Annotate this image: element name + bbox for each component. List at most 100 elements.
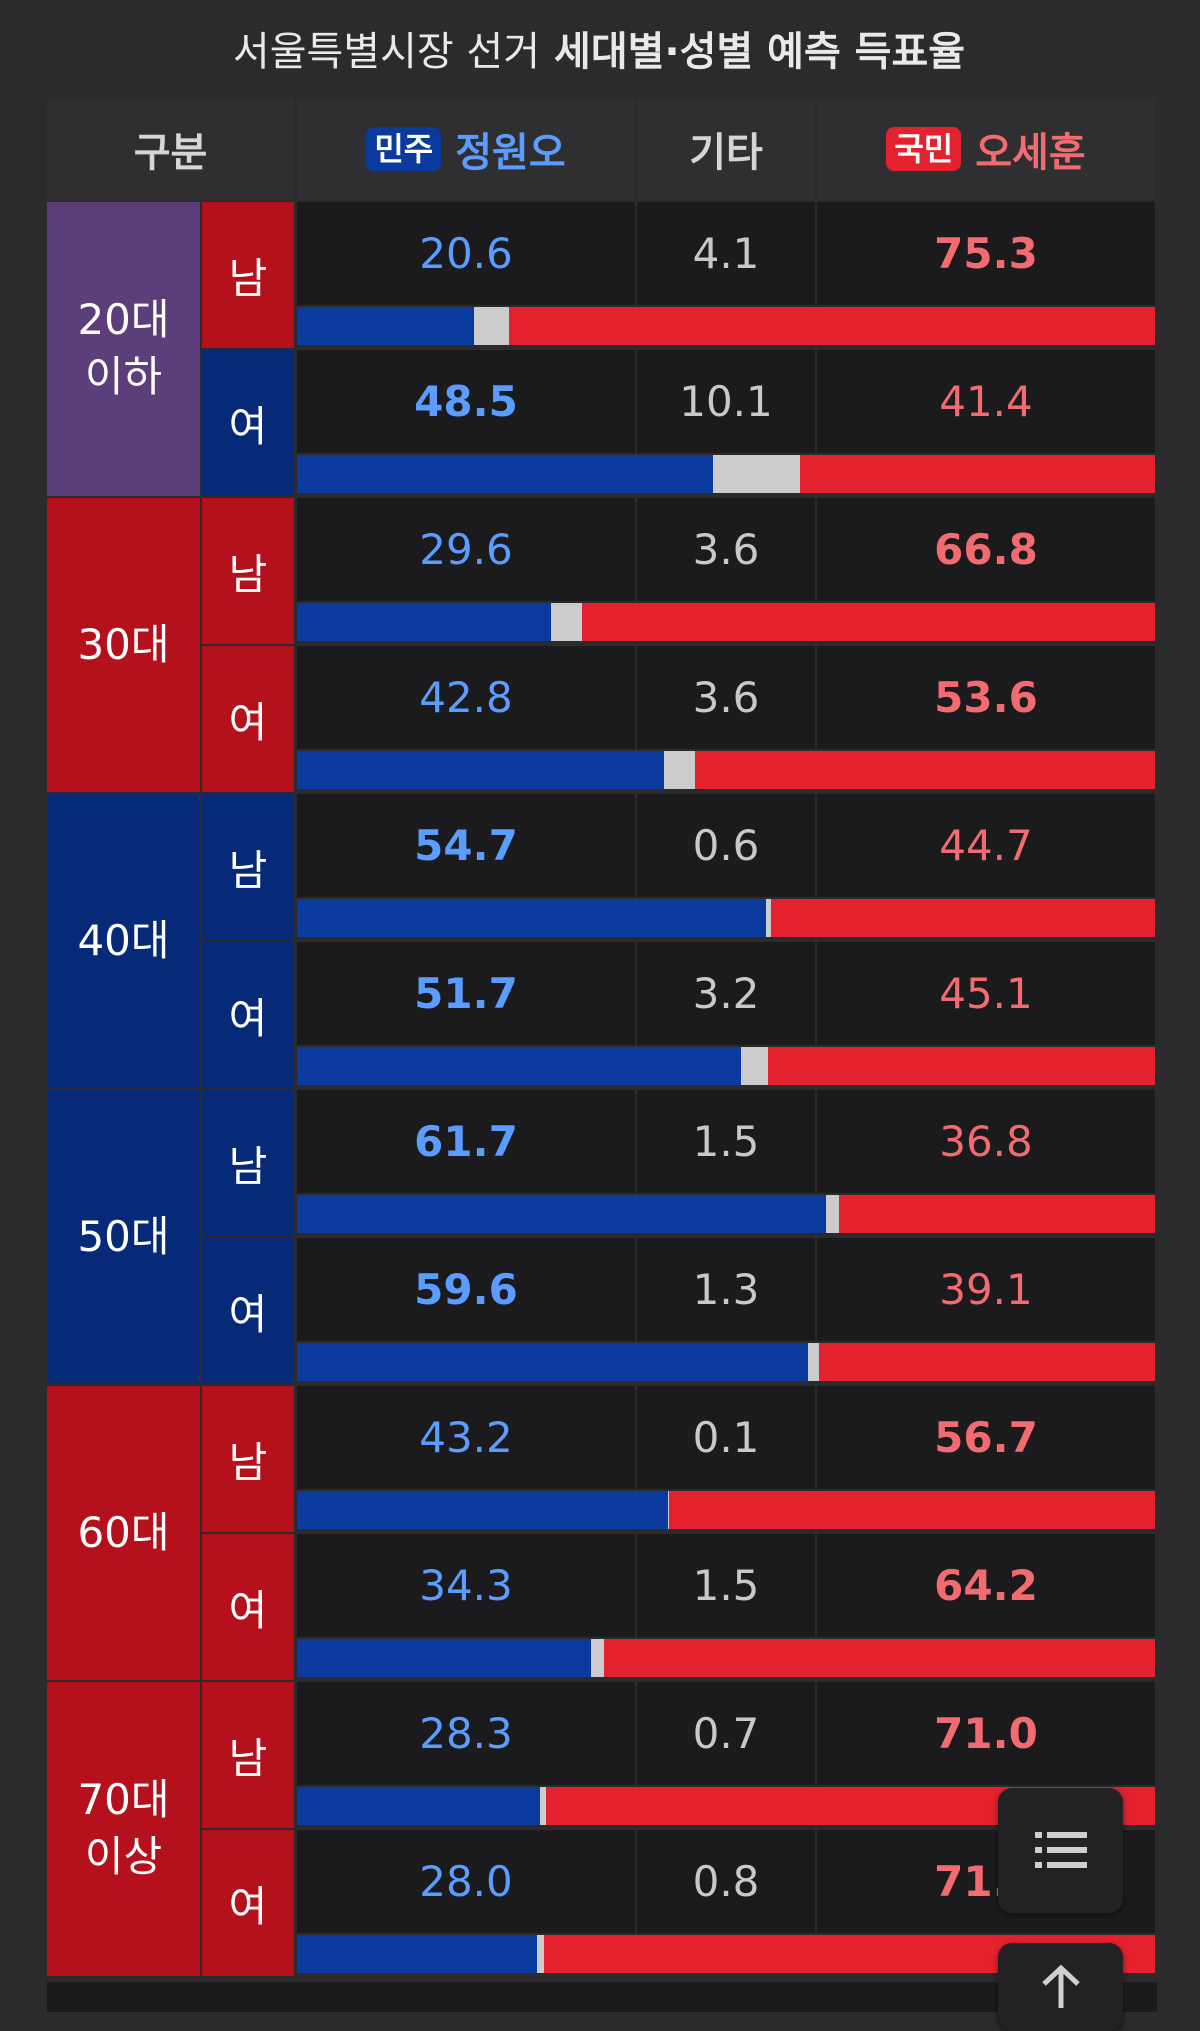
value-cell: 54.7	[297, 794, 635, 897]
gender-label: 여	[202, 350, 294, 496]
list-icon	[1034, 1831, 1087, 1868]
chart-title: 서울특별시장 선거 세대별·성별 예측 득표율	[44, 0, 1154, 95]
bar-segment-other	[668, 1491, 669, 1529]
value-cell: 3.2	[637, 942, 815, 1045]
data-label: 71.0	[934, 1709, 1038, 1758]
data-label: 54.7	[414, 821, 518, 870]
gender-label: 여	[202, 942, 294, 1088]
bar-segment-candidate-1	[297, 1047, 741, 1085]
bar-segment-candidate-3	[819, 1343, 1155, 1381]
bar-segment-candidate-3	[695, 751, 1155, 789]
data-label: 0.8	[692, 1857, 760, 1906]
age-group-label: 60대	[47, 1386, 200, 1680]
data-label: 3.2	[692, 969, 760, 1018]
value-cell: 36.8	[817, 1090, 1155, 1193]
party-badge-1: 민주	[366, 127, 442, 171]
bar-segment-candidate-3	[582, 603, 1155, 641]
header-other: 기타	[637, 98, 815, 200]
candidate-3-name: 오세훈	[975, 130, 1086, 176]
data-label: 28.0	[419, 1857, 513, 1906]
bar-segment-candidate-3	[768, 1047, 1155, 1085]
age-group-label: 70대 이상	[47, 1682, 200, 1976]
value-cell: 53.6	[817, 646, 1155, 749]
bar-segment-other	[591, 1639, 604, 1677]
value-cell: 4.1	[637, 202, 815, 305]
value-cell: 42.8	[297, 646, 635, 749]
value-cell: 1.5	[637, 1534, 815, 1637]
data-label: 44.7	[939, 821, 1033, 870]
gender-label: 여	[202, 1534, 294, 1680]
bar-segment-candidate-3	[800, 455, 1155, 493]
bar-segment-candidate-1	[297, 1491, 668, 1529]
bar-segment-candidate-1	[297, 1195, 826, 1233]
list-button[interactable]	[998, 1788, 1123, 1913]
value-cell: 1.5	[637, 1090, 815, 1193]
data-label: 0.1	[692, 1413, 760, 1462]
bar-segment-other	[808, 1343, 819, 1381]
value-cell: 75.3	[817, 202, 1155, 305]
data-label: 20.6	[419, 229, 513, 278]
other-label: 기타	[689, 130, 763, 176]
bar-segment-other	[826, 1195, 839, 1233]
bar-segment-other	[537, 1935, 544, 1973]
data-label: 28.3	[419, 1709, 513, 1758]
gender-label: 남	[202, 202, 294, 348]
bar-segment-other	[741, 1047, 768, 1085]
bar-segment-candidate-1	[297, 1935, 537, 1973]
gender-label: 남	[202, 1090, 294, 1236]
bar-segment-other	[664, 751, 695, 789]
value-cell: 20.6	[297, 202, 635, 305]
scroll-top-button[interactable]	[998, 1943, 1123, 2031]
gender-label: 남	[202, 794, 294, 940]
data-label: 1.5	[692, 1561, 760, 1610]
data-label: 42.8	[419, 673, 513, 722]
data-label: 56.7	[934, 1413, 1038, 1462]
data-label: 61.7	[414, 1117, 518, 1166]
value-cell: 71.0	[817, 1682, 1155, 1785]
value-cell: 10.1	[637, 350, 815, 453]
header-category: 구분	[47, 98, 294, 200]
table-bottom-border	[47, 1982, 1157, 2012]
value-cell: 45.1	[817, 942, 1155, 1045]
gender-label: 여	[202, 1830, 294, 1976]
data-label: 29.6	[419, 525, 513, 574]
data-label: 1.5	[692, 1117, 760, 1166]
value-cell: 43.2	[297, 1386, 635, 1489]
data-label: 3.6	[692, 673, 760, 722]
value-cell: 51.7	[297, 942, 635, 1045]
gender-label: 여	[202, 646, 294, 792]
data-label: 53.6	[934, 673, 1038, 722]
gender-label: 여	[202, 1238, 294, 1384]
data-label: 48.5	[414, 377, 518, 426]
gender-label: 남	[202, 1386, 294, 1532]
data-label: 1.3	[692, 1265, 760, 1314]
bar-segment-candidate-3	[669, 1491, 1155, 1529]
data-label: 75.3	[934, 229, 1038, 278]
header-candidate-3: 국민 오세훈	[817, 98, 1155, 200]
bar-segment-candidate-1	[297, 751, 664, 789]
data-label: 34.3	[419, 1561, 513, 1610]
value-cell: 0.1	[637, 1386, 815, 1489]
bar-segment-other	[713, 455, 800, 493]
data-label: 4.1	[692, 229, 760, 278]
title-bold: 세대별·성별 예측 득표율	[554, 28, 966, 75]
bar-segment-candidate-3	[839, 1195, 1155, 1233]
value-cell: 34.3	[297, 1534, 635, 1637]
value-cell: 28.3	[297, 1682, 635, 1785]
data-label: 10.1	[679, 377, 773, 426]
value-cell: 28.0	[297, 1830, 635, 1933]
arrow-up-icon	[1041, 1964, 1080, 2008]
bar-segment-other	[766, 899, 771, 937]
data-label: 66.8	[934, 525, 1038, 574]
value-cell: 66.8	[817, 498, 1155, 601]
bar-segment-candidate-1	[297, 603, 551, 641]
gender-label: 남	[202, 498, 294, 644]
bar-segment-candidate-1	[297, 1787, 540, 1825]
value-cell: 0.7	[637, 1682, 815, 1785]
title-regular: 서울특별시장 선거	[232, 28, 541, 75]
data-label: 45.1	[939, 969, 1033, 1018]
value-cell: 48.5	[297, 350, 635, 453]
data-label: 36.8	[939, 1117, 1033, 1166]
candidate-1-name: 정원오	[455, 130, 566, 176]
